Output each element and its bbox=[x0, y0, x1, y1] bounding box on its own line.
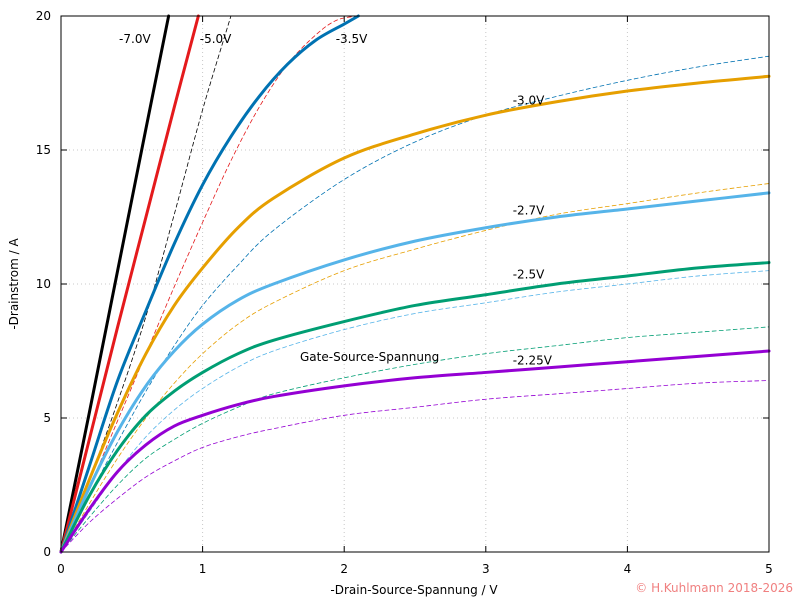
dashed-curve-2-7v-alt bbox=[60, 183, 770, 553]
x-tick-label: 2 bbox=[340, 562, 348, 576]
curve-3-5v bbox=[59, 14, 360, 554]
y-tick-label: 20 bbox=[36, 9, 51, 23]
dashed-curves bbox=[60, 15, 770, 553]
curve-label-2-7v: -2.7V bbox=[513, 203, 545, 217]
x-tick-label: 3 bbox=[482, 562, 490, 576]
curve-label-3-5v: -3.5V bbox=[336, 32, 368, 46]
curve-2-25v bbox=[59, 349, 771, 554]
curve-5-0v bbox=[59, 14, 200, 554]
y-axis-title: -Drainstrom / A bbox=[7, 238, 21, 330]
curve-label-2-25v: -2.25V bbox=[513, 353, 553, 367]
dashed-curve-3-0v-alt bbox=[60, 55, 770, 553]
curve-2-7v bbox=[59, 191, 771, 554]
axis-ticks: 0 1 2 3 4 5 0 5 10 15 20 bbox=[36, 9, 773, 576]
dashed-curve-3-5v-alt bbox=[60, 15, 359, 553]
grid bbox=[61, 16, 769, 552]
x-tick-label: 5 bbox=[765, 562, 773, 576]
curve-label-5-0v: -5.0V bbox=[200, 32, 232, 46]
x-axis-title: -Drain-Source-Spannung / V bbox=[330, 583, 498, 597]
x-tick-label: 1 bbox=[199, 562, 207, 576]
dashed-curve-2-25v-alt bbox=[60, 326, 770, 553]
dashed-curve-2-5v-alt bbox=[60, 270, 770, 553]
plot-border bbox=[60, 15, 770, 553]
y-tick-label: 10 bbox=[36, 277, 51, 291]
copyright-notice: © H.Kuhlmann 2018-2026 bbox=[635, 581, 793, 595]
curve-7-0v bbox=[59, 14, 171, 554]
x-tick-label: 0 bbox=[57, 562, 65, 576]
curve-label-2-5v: -2.5V bbox=[513, 268, 545, 282]
curve-3-0v bbox=[59, 74, 771, 554]
curve-label-3-0v: -3.0V bbox=[513, 93, 545, 107]
curve-label-7-0v: -7.0V bbox=[119, 32, 151, 46]
curve-2-5v bbox=[59, 261, 771, 554]
gate-source-annotation: Gate-Source-Spannung bbox=[300, 350, 439, 364]
y-tick-label: 15 bbox=[36, 143, 51, 157]
y-tick-label: 0 bbox=[43, 545, 51, 559]
solid-curves bbox=[59, 14, 771, 554]
curve-labels: -7.0V -5.0V -3.5V -3.0V -2.7V -2.5V -2.25V bbox=[119, 32, 553, 368]
x-tick-label: 4 bbox=[624, 562, 632, 576]
y-tick-label: 5 bbox=[43, 411, 51, 425]
dashed-curve-2-0v-alt bbox=[60, 380, 770, 553]
